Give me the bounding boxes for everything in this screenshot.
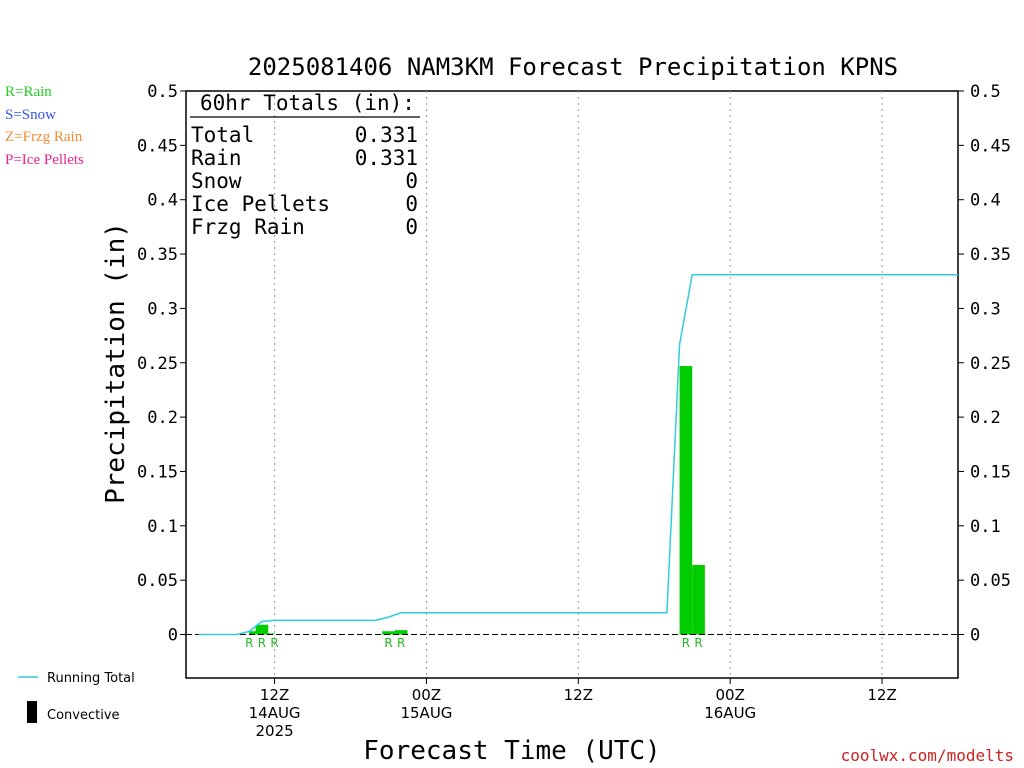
y-tick-label-left: 0.25 [137, 354, 178, 374]
ptype-legend-rain: R=Rain [5, 84, 52, 100]
ptype-legend-frzg-rain: Z=Frzg Rain [5, 129, 83, 145]
totals-value-frzg-rain: 0 [405, 215, 418, 239]
convective-legend-label: Convective [47, 708, 120, 723]
y-tick-label-right: 0.1 [970, 517, 1001, 537]
y-tick-label-right: 0.25 [970, 354, 1011, 374]
x-tick-label: 14AUG [249, 704, 301, 722]
y-tick-label-left: 0.4 [147, 191, 178, 211]
plot-area [185, 90, 959, 679]
totals-header: 60hr Totals (in): [200, 91, 415, 115]
totals-value-snow: 0 [405, 169, 418, 193]
y-tick-label-right: 0.4 [970, 191, 1001, 211]
y-tick-label-right: 0.45 [970, 136, 1011, 156]
x-tick-label: 15AUG [400, 704, 452, 722]
running-total-legend-label: Running Total [47, 671, 135, 686]
ptype-marker: R [694, 636, 702, 650]
precip-bar [255, 624, 269, 635]
y-tick-label-right: 0.3 [970, 299, 1001, 319]
y-tick-label-right: 0.2 [970, 408, 1001, 428]
y-tick-label-right: 0 [970, 626, 980, 646]
totals-label-ice-pellets: Ice Pellets [191, 192, 330, 216]
ptype-marker: R [258, 636, 266, 650]
y-tick-label-right: 0.5 [970, 82, 1001, 102]
totals-label-total: Total [191, 123, 254, 147]
running-total-line [198, 273, 958, 636]
ptype-marker: R [384, 636, 392, 650]
y-axis-label: Precipitation (in) [101, 222, 131, 504]
grid-lines [274, 91, 883, 678]
chart-title: 2025081406 NAM3KM Forecast Precipitation… [248, 53, 898, 81]
y-tick-label-left: 0 [168, 626, 178, 646]
x-tick-label: 12Z [260, 686, 289, 704]
totals-label-frzg-rain: Frzg Rain [191, 215, 305, 239]
footer-credit: coolwx.com/modelts [841, 746, 1014, 765]
totals-label-rain: Rain [191, 146, 242, 170]
y-tick-label-right: 0.35 [970, 245, 1011, 265]
totals-box: 60hr Totals (in): Total 0.331 Rain 0.331… [190, 91, 420, 239]
y-tick-label-left: 0.1 [147, 517, 178, 537]
y-tick-label-right: 0.05 [970, 571, 1011, 591]
ptype-legend-ice-pellets: P=Ice Pellets [5, 152, 84, 168]
precip-bar [692, 564, 705, 635]
precip-bar [679, 366, 693, 635]
x-tick-label: 12Z [867, 686, 896, 704]
y-tick-label-left: 0.2 [147, 408, 178, 428]
ptype-marker: R [397, 636, 405, 650]
y-tick-label-left: 0.15 [137, 462, 178, 482]
x-tick-label: 00Z [716, 686, 745, 704]
precip-bar [261, 633, 275, 635]
ptype-legend-snow: S=Snow [5, 107, 56, 123]
y-tick-label-left: 0.05 [137, 571, 178, 591]
totals-value-total: 0.331 [355, 123, 418, 147]
ptype-marker: R [682, 636, 690, 650]
y-tick-label-left: 0.5 [147, 82, 178, 102]
precip-bar [382, 631, 395, 635]
ptype-marker: R [270, 636, 278, 650]
y-tick-label-left: 0.3 [147, 299, 178, 319]
totals-value-rain: 0.331 [355, 146, 418, 170]
y-tick-label-right: 0.15 [970, 462, 1011, 482]
totals-label-snow: Snow [191, 169, 242, 193]
ptype-legend: R=Rain S=Snow Z=Frzg Rain P=Ice Pellets [5, 84, 84, 168]
totals-value-ice-pellets: 0 [405, 192, 418, 216]
x-tick-label: 16AUG [704, 704, 756, 722]
series-legend: Running Total Convective [18, 671, 135, 723]
precip-bars [249, 366, 705, 635]
convective-legend-swatch [27, 701, 37, 723]
ptype-marker: R [245, 636, 253, 650]
x-tick-label: 12Z [564, 686, 593, 704]
x-tick-label: 00Z [412, 686, 441, 704]
y-tick-label-left: 0.45 [137, 136, 178, 156]
x-tick-label: 2025 [255, 722, 293, 740]
x-axis-label: Forecast Time (UTC) [363, 736, 660, 766]
y-tick-label-left: 0.35 [137, 245, 178, 265]
y-axis-ticks: 0 00.05 0.050.1 0.10.15 0.150.2 0.20.25 0.250.… [137, 82, 1011, 646]
precip-bar [394, 630, 408, 635]
